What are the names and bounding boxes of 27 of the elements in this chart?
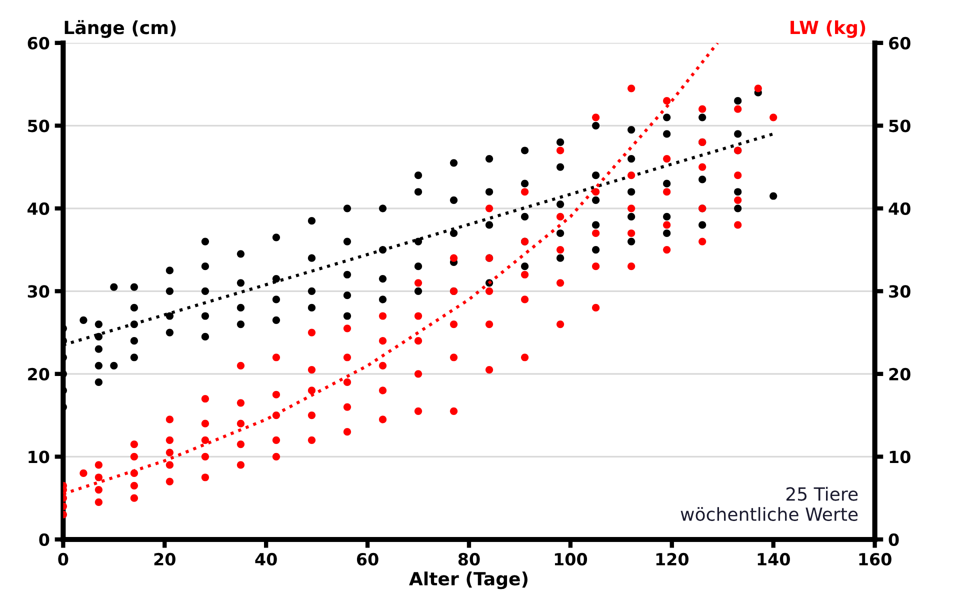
y2-tick-label: 0 — [888, 533, 899, 546]
y2-tick-label: 10 — [890, 450, 910, 464]
x-axis-title: Alter (Tage) — [409, 572, 528, 590]
y-tick-label: 60 — [28, 36, 50, 50]
y2-axis-title: LW (kg) — [790, 20, 866, 38]
y-tick-label: 10 — [28, 450, 50, 464]
y2-tick-label: 40 — [888, 202, 910, 215]
x-tick-label: 20 — [154, 552, 176, 566]
y2-tick-label: 30 — [889, 285, 910, 298]
y-tick-label: 20 — [28, 368, 50, 380]
x-tick-label: 100 — [554, 552, 588, 566]
y2-tick-label: 50 — [889, 120, 910, 132]
y-tick-label: 40 — [28, 202, 50, 215]
x-tick-label: 120 — [656, 552, 688, 566]
y-tick-label: 30 — [28, 285, 50, 298]
annotation: 25 Tiere wöchentliche Werte — [680, 486, 858, 522]
x-tick-label: 160 — [859, 552, 892, 566]
x-tick-label: 60 — [356, 552, 378, 566]
y2-tick-label: 60 — [889, 36, 910, 50]
y2-tick-label: 20 — [889, 368, 910, 380]
x-tick-label: 0 — [58, 552, 68, 566]
y-tick-label: 0 — [39, 533, 50, 546]
x-tick-label: 80 — [458, 552, 480, 566]
y-tick-label: 50 — [28, 120, 50, 132]
x-tick-label: 40 — [255, 552, 277, 566]
y-axis-title: Länge (cm) — [64, 20, 176, 38]
x-tick-label: 140 — [758, 552, 790, 566]
